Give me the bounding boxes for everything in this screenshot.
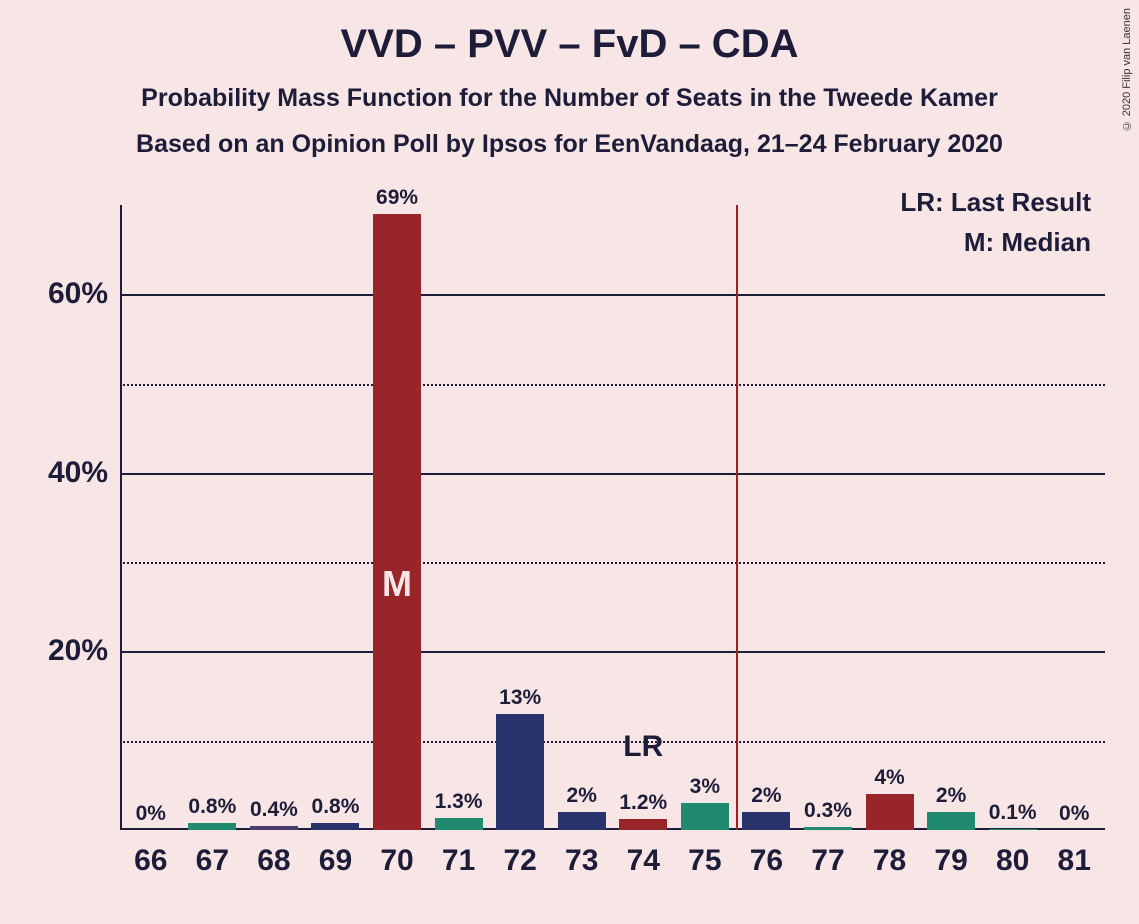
bar <box>250 826 298 830</box>
x-axis-label: 79 <box>934 844 967 878</box>
gridline-major <box>120 473 1105 475</box>
gridline-major <box>120 651 1105 653</box>
x-axis-label: 67 <box>196 844 229 878</box>
x-axis-label: 71 <box>442 844 475 878</box>
chart-subtitle-2: Based on an Opinion Poll by Ipsos for Ee… <box>0 130 1139 159</box>
bar-value-label: 2% <box>567 784 597 808</box>
chart-subtitle-1: Probability Mass Function for the Number… <box>0 84 1139 113</box>
x-axis-label: 74 <box>627 844 660 878</box>
bar-value-label: 1.2% <box>619 791 667 815</box>
bar-value-label: 0.3% <box>804 799 852 823</box>
bar <box>927 812 975 830</box>
legend-median: M: Median <box>964 227 1091 258</box>
bar <box>742 812 790 830</box>
bar-value-label: 0.8% <box>188 795 236 819</box>
bar-value-label: 3% <box>690 775 720 799</box>
bar-value-label: 0.4% <box>250 798 298 822</box>
bar <box>866 794 914 830</box>
bar <box>311 823 359 830</box>
bar-value-label: 2% <box>936 784 966 808</box>
median-marker: M <box>382 563 412 605</box>
y-axis-label: 40% <box>48 456 120 490</box>
bar <box>435 818 483 830</box>
y-axis-line <box>120 205 122 830</box>
gridline-minor <box>120 741 1105 743</box>
bar-value-label: 0% <box>136 802 166 826</box>
bar-value-label: 0% <box>1059 802 1089 826</box>
last-result-marker: LR <box>623 730 663 764</box>
x-axis-label: 73 <box>565 844 598 878</box>
bar <box>558 812 606 830</box>
bar-value-label: 2% <box>751 784 781 808</box>
bar <box>373 214 421 830</box>
bar-value-label: 13% <box>499 686 541 710</box>
bar <box>496 714 544 830</box>
bar <box>619 819 667 830</box>
bar-value-label: 0.8% <box>312 795 360 819</box>
gridline-minor <box>120 562 1105 564</box>
x-axis-label: 78 <box>873 844 906 878</box>
chart-container: VVD – PVV – FvD – CDA Probability Mass F… <box>0 0 1139 924</box>
x-axis-label: 70 <box>380 844 413 878</box>
bar-value-label: 0.1% <box>989 801 1037 825</box>
last-result-line <box>736 205 738 830</box>
x-axis-label: 66 <box>134 844 167 878</box>
x-axis-label: 69 <box>319 844 352 878</box>
x-axis-label: 80 <box>996 844 1029 878</box>
x-axis-label: 75 <box>688 844 721 878</box>
legend-last-result: LR: Last Result <box>900 187 1091 218</box>
plot-area: 20%40%60%0%660.8%670.4%680.8%6969%701.3%… <box>120 205 1105 830</box>
bar <box>989 829 1037 830</box>
y-axis-label: 20% <box>48 634 120 668</box>
bar-value-label: 1.3% <box>435 790 483 814</box>
y-axis-label: 60% <box>48 277 120 311</box>
bar-value-label: 4% <box>874 766 904 790</box>
x-axis-label: 81 <box>1058 844 1091 878</box>
copyright-text: © 2020 Filip van Laenen <box>1121 8 1133 131</box>
bar <box>188 823 236 830</box>
bar-value-label: 69% <box>376 186 418 210</box>
x-axis-label: 68 <box>257 844 290 878</box>
bar <box>804 827 852 830</box>
x-axis-label: 72 <box>503 844 536 878</box>
x-axis-label: 77 <box>811 844 844 878</box>
gridline-minor <box>120 384 1105 386</box>
x-axis-label: 76 <box>750 844 783 878</box>
chart-title: VVD – PVV – FvD – CDA <box>0 22 1139 67</box>
gridline-major <box>120 294 1105 296</box>
bar <box>681 803 729 830</box>
